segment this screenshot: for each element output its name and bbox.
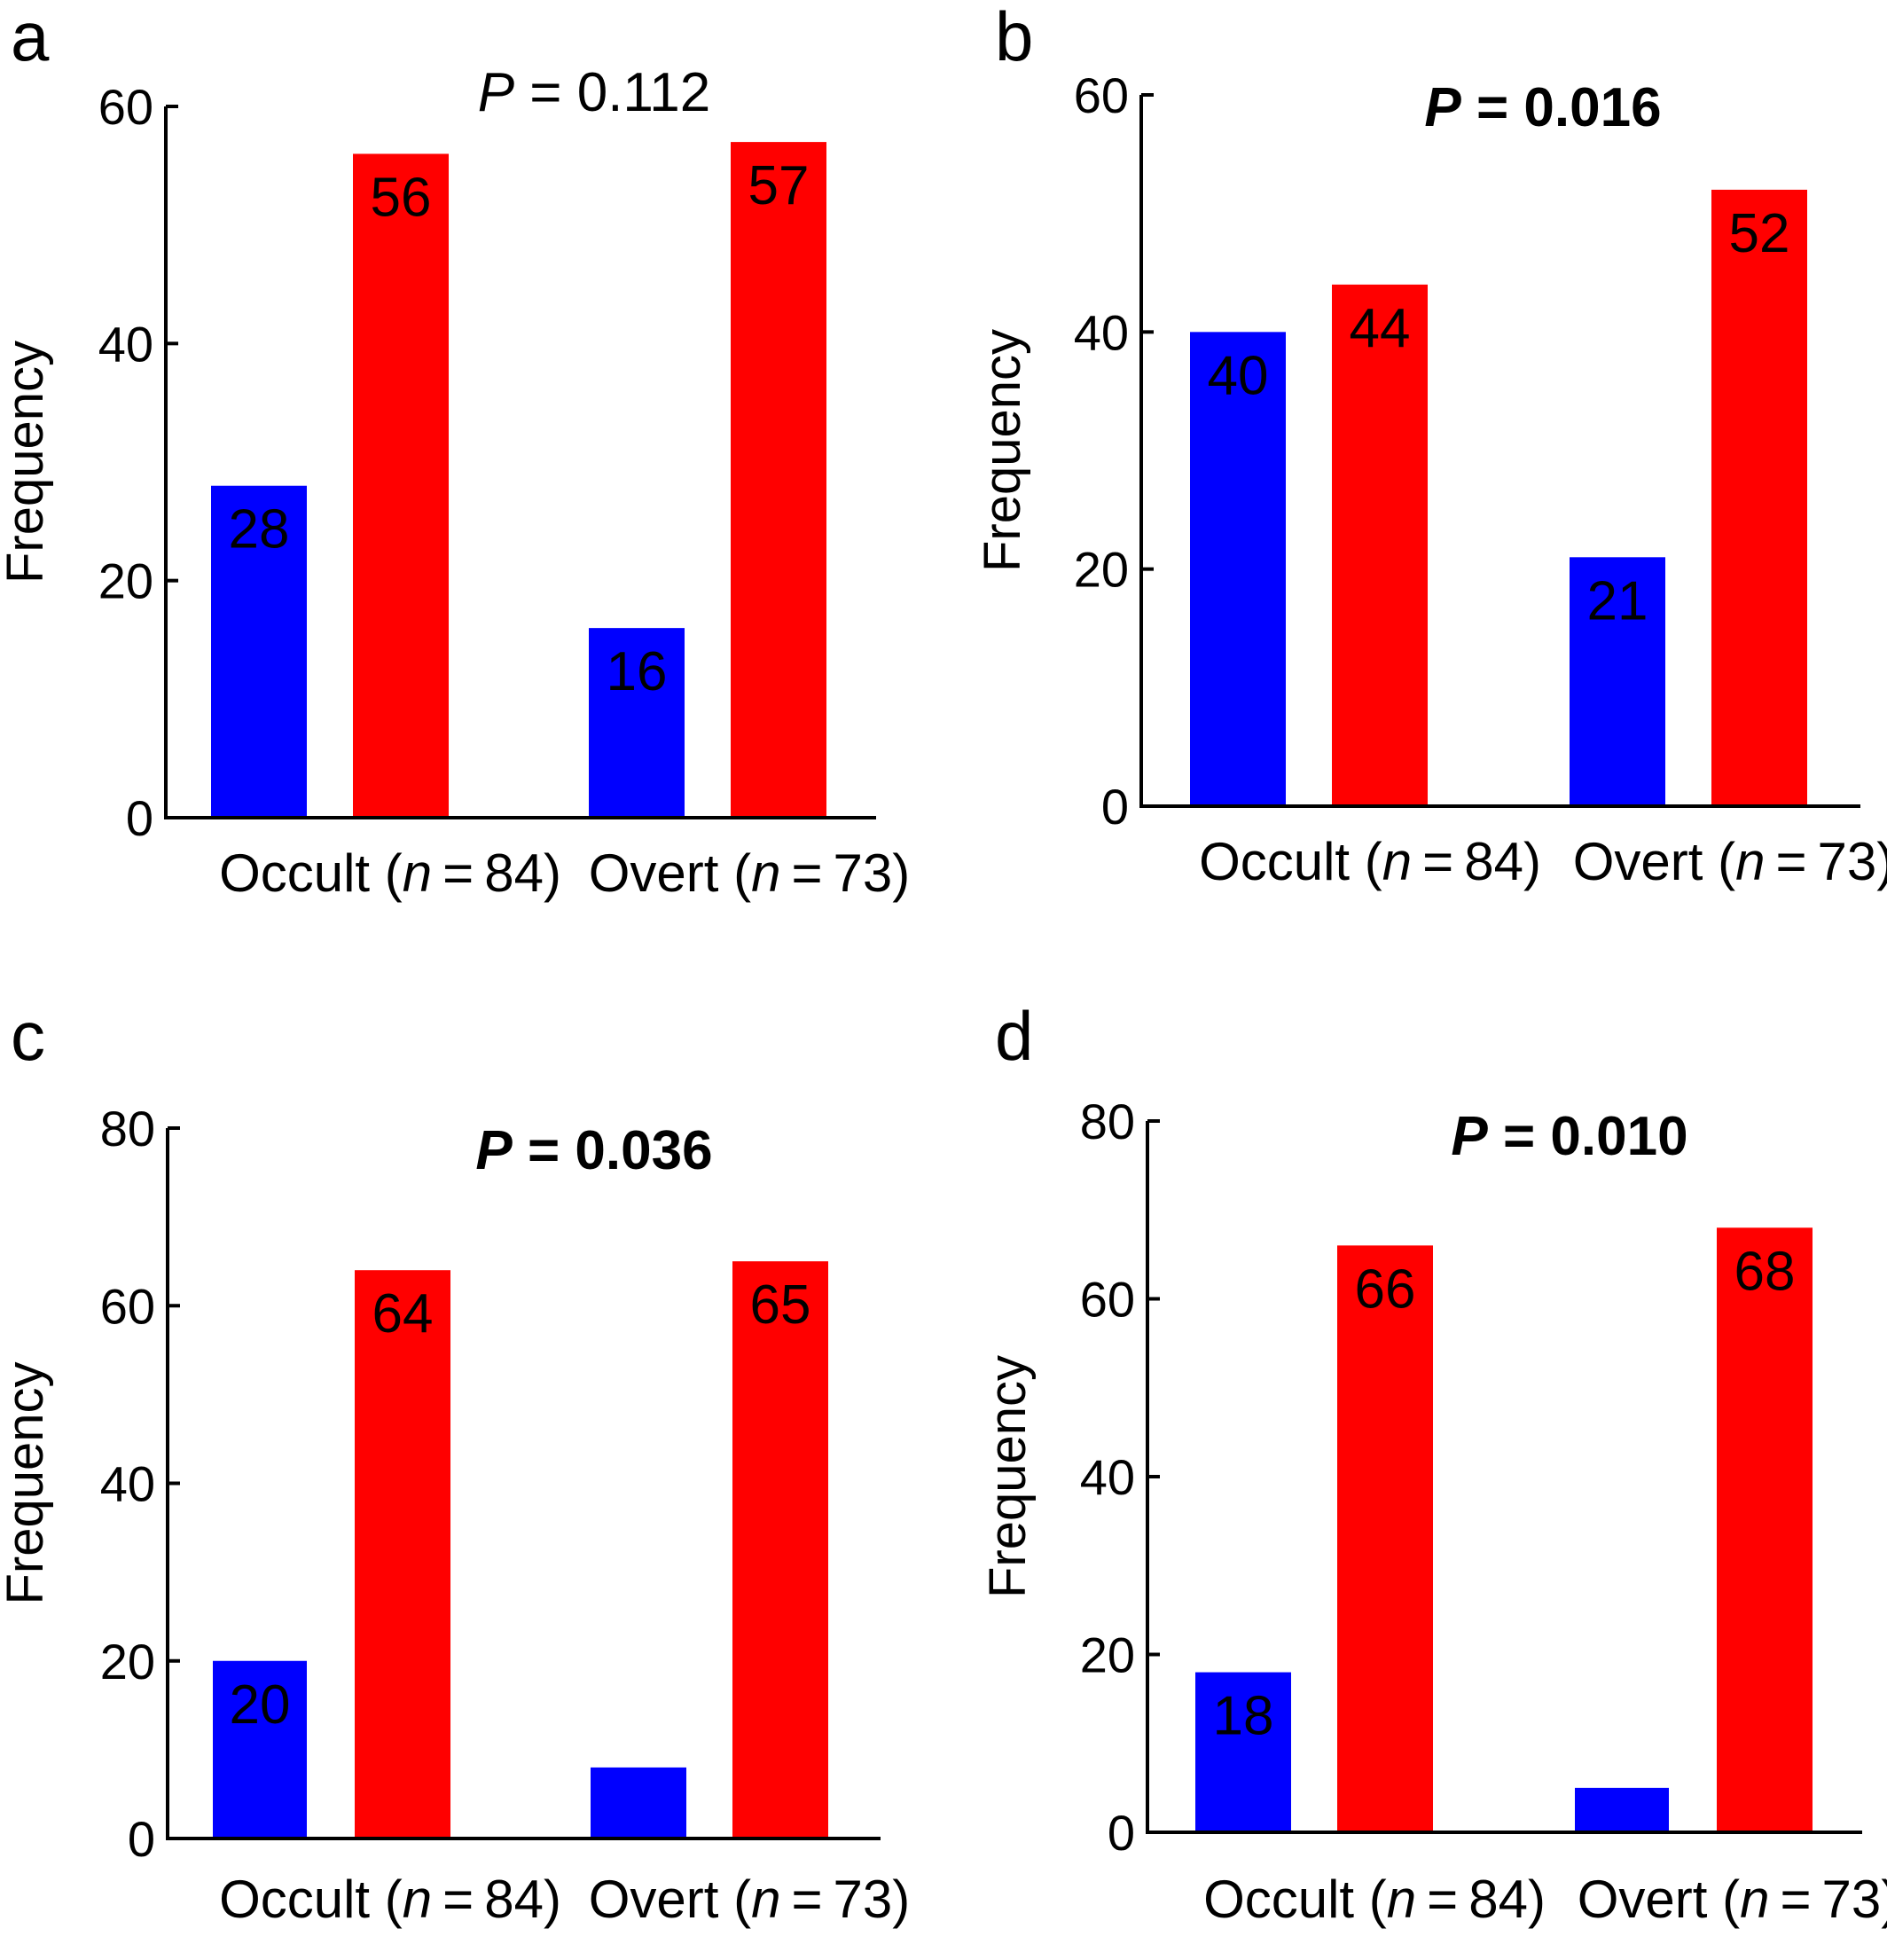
bar-value-label: 18 xyxy=(1213,1686,1274,1747)
y-tick-label: 60 xyxy=(98,79,153,135)
y-axis-label: Frequency xyxy=(974,329,1031,572)
bar-value-label: 28 xyxy=(229,499,290,561)
y-tick-label: 20 xyxy=(100,1634,155,1690)
x-category-label: Overt (n = 73) xyxy=(589,843,911,903)
y-tick-label: 0 xyxy=(126,790,153,846)
y-tick-label: 80 xyxy=(100,1101,155,1156)
bar xyxy=(1195,1672,1291,1832)
y-tick-label: 40 xyxy=(1080,1449,1135,1505)
x-category-label: Occult (n = 84) xyxy=(1203,1870,1546,1929)
p-value-annotation: P = 0.010 xyxy=(1451,1106,1687,1167)
y-tick-label: 20 xyxy=(1080,1627,1135,1683)
bar xyxy=(1570,557,1665,806)
bar-value-label: 21 xyxy=(1587,570,1648,631)
bar xyxy=(355,1270,450,1838)
y-tick-label: 40 xyxy=(100,1456,155,1512)
p-value-annotation: P = 0.016 xyxy=(1424,77,1661,138)
bar-value-label: 44 xyxy=(1350,298,1411,359)
y-axis-label: Frequency xyxy=(0,341,54,584)
y-tick-label: 20 xyxy=(98,553,153,609)
y-tick-label: 60 xyxy=(1074,67,1129,123)
x-category-label: Overt (n = 73) xyxy=(1578,1870,1887,1929)
chart-panel-a: a 28 56 16 57 0 20 40 60 Frequency Occult (n = 84)… xyxy=(0,0,910,903)
bar-value-label: 40 xyxy=(1208,345,1269,406)
y-tick-label: 60 xyxy=(100,1278,155,1334)
panel-letter: d xyxy=(995,997,1033,1075)
panel-letter: c xyxy=(11,997,45,1075)
bar-value-label: 20 xyxy=(230,1674,291,1736)
bar xyxy=(732,1261,828,1838)
y-tick-label: 0 xyxy=(1101,779,1129,835)
bar-value-label: 68 xyxy=(1734,1241,1796,1302)
bar-value-label: 57 xyxy=(748,155,810,216)
y-tick-label: 40 xyxy=(1074,304,1129,360)
y-axis-label: Frequency xyxy=(0,1361,54,1604)
bar-value-label: 66 xyxy=(1355,1258,1416,1320)
bar xyxy=(731,142,826,819)
bar xyxy=(1575,1787,1669,1832)
p-value-annotation: P = 0.036 xyxy=(475,1120,712,1181)
p-value-annotation: P = 0.112 xyxy=(478,62,711,123)
bar xyxy=(353,153,449,818)
chart-panel-d: d 18 66 68 0 20 40 60 80 Frequency Occult (n = 84)… xyxy=(979,997,1887,1929)
x-category-label: Occult (n = 84) xyxy=(1199,832,1541,891)
bar xyxy=(211,485,307,818)
bar-value-label: 64 xyxy=(372,1283,434,1345)
y-tick-label: 80 xyxy=(1080,1094,1135,1149)
bar xyxy=(589,628,685,818)
x-category-label: Occult (n = 84) xyxy=(219,1870,561,1929)
bar xyxy=(1717,1227,1813,1832)
bar-value-label: 52 xyxy=(1729,203,1790,264)
chart-panel-b: b 40 44 21 52 0 20 40 60 Frequency Occult (n = 84)… xyxy=(974,0,1887,891)
y-tick-label: 20 xyxy=(1074,542,1129,598)
bar xyxy=(591,1767,686,1838)
panel-letter: a xyxy=(11,0,50,75)
y-tick-label: 40 xyxy=(98,316,153,372)
panel-letter: b xyxy=(995,0,1033,75)
x-category-label: Overt (n = 73) xyxy=(589,1870,911,1929)
bar-value-label: 16 xyxy=(607,641,668,702)
y-tick-label: 0 xyxy=(128,1811,155,1867)
y-tick-label: 60 xyxy=(1080,1272,1135,1328)
bar xyxy=(1337,1245,1433,1832)
y-axis-label: Frequency xyxy=(979,1355,1037,1598)
chart-panel-c: c 20 64 65 0 20 40 60 80 Frequency Occult (n = 84)… xyxy=(0,997,910,1929)
x-category-label: Occult (n = 84) xyxy=(219,843,561,903)
y-tick-label: 0 xyxy=(1108,1805,1135,1861)
bar xyxy=(213,1660,307,1838)
x-category-label: Overt (n = 73) xyxy=(1573,832,1887,891)
bar-value-label: 65 xyxy=(750,1274,811,1336)
bar-value-label: 56 xyxy=(371,167,432,228)
bar xyxy=(1332,284,1428,806)
bar xyxy=(1711,189,1807,806)
bar xyxy=(1190,332,1286,806)
